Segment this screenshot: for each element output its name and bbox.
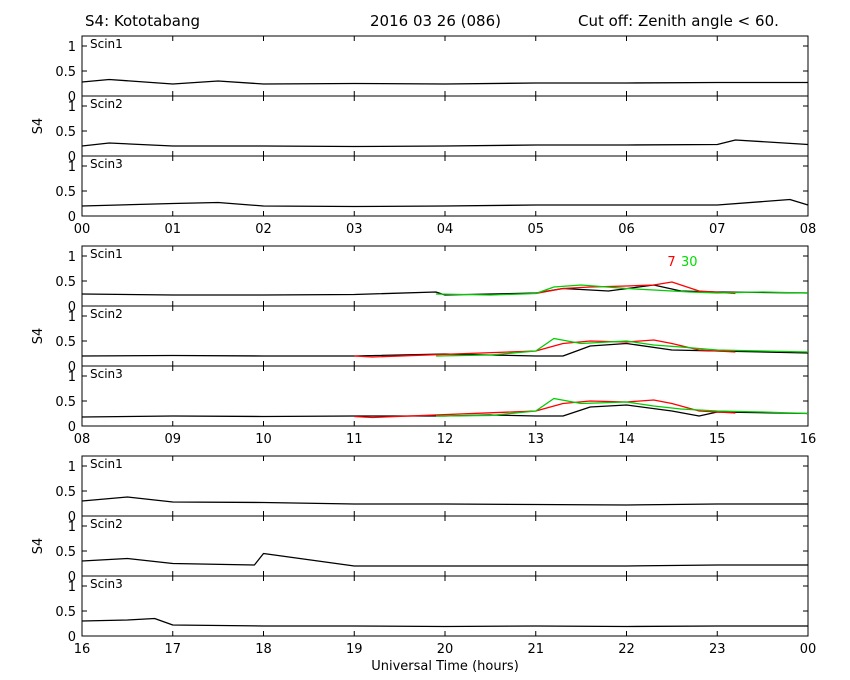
series-line — [81, 617, 808, 628]
y-tick-label: 0 — [68, 300, 76, 315]
series-line — [81, 78, 808, 85]
y-tick-label: 0.5 — [55, 485, 76, 500]
y-tick-label: 0 — [68, 570, 76, 585]
y-tick-label: 0.5 — [55, 185, 76, 200]
y-tick-label: 1 — [68, 100, 76, 115]
series-line — [354, 399, 736, 419]
x-tick-label: 12 — [437, 432, 454, 447]
y-tick-label: 0 — [68, 630, 76, 645]
x-tick-label: 17 — [164, 642, 181, 657]
x-tick-label: 05 — [527, 222, 544, 237]
panel-label: Scin2 — [90, 97, 123, 111]
x-tick-label: 08 — [800, 222, 817, 237]
series-line — [81, 552, 808, 567]
y-tick-label: 0.5 — [55, 545, 76, 560]
y-axis-label: S4 — [31, 118, 46, 135]
y-tick-label: 0 — [68, 210, 76, 225]
y-tick-label: 0.5 — [55, 335, 76, 350]
y-tick-label: 0.5 — [55, 395, 76, 410]
x-tick-label: 21 — [527, 642, 544, 657]
series-line — [81, 284, 809, 296]
y-tick-label: 1 — [68, 520, 76, 535]
x-tick-label: 20 — [437, 642, 454, 657]
y-tick-label: 1 — [68, 160, 76, 175]
series-line — [435, 284, 809, 296]
x-tick-label: 19 — [346, 642, 363, 657]
panel-frame — [81, 365, 809, 427]
y-tick-label: 0 — [68, 510, 76, 525]
series-line — [435, 397, 809, 417]
x-tick-label: 00 — [800, 642, 817, 657]
panel-frame — [81, 155, 809, 217]
y-tick-label: 1 — [68, 370, 76, 385]
station-title: S4: Kototabang — [85, 12, 201, 30]
date-title: 2016 03 26 (086) — [370, 12, 501, 30]
y-tick-label: 0 — [68, 360, 76, 375]
x-tick-label: 16 — [800, 432, 817, 447]
x-tick-label: 01 — [164, 222, 181, 237]
x-tick-label: 15 — [709, 432, 726, 447]
panel-frame — [81, 245, 809, 307]
x-tick-label: 04 — [437, 222, 454, 237]
x-tick-label: 14 — [618, 432, 635, 447]
cutoff-title: Cut off: Zenith angle < 60. — [578, 12, 779, 30]
x-tick-label: 13 — [527, 432, 544, 447]
series-line — [81, 342, 809, 357]
panel-label: Scin3 — [90, 577, 123, 591]
x-tick-label: 10 — [255, 432, 272, 447]
panel-label: Scin3 — [90, 367, 123, 381]
annotation-label: 7 — [667, 255, 675, 270]
series-line — [81, 404, 809, 418]
panel-label: Scin1 — [90, 37, 123, 51]
x-tick-label: 09 — [164, 432, 181, 447]
x-tick-label: 16 — [74, 642, 91, 657]
y-tick-label: 0 — [68, 420, 76, 435]
y-tick-label: 1 — [68, 250, 76, 265]
panel-label: Scin2 — [90, 517, 123, 531]
panel-frame — [81, 515, 809, 577]
series-line — [535, 281, 736, 295]
y-axis-label: S4 — [31, 328, 46, 345]
x-tick-label: 08 — [74, 432, 91, 447]
panel-label: Scin2 — [90, 307, 123, 321]
x-tick-label: 22 — [618, 642, 635, 657]
panel-label: Scin3 — [90, 157, 123, 171]
panel-label: Scin1 — [90, 457, 123, 471]
x-tick-label: 07 — [709, 222, 726, 237]
panel-frame — [81, 305, 809, 367]
series-line — [81, 496, 808, 506]
panel-frame — [81, 455, 809, 517]
y-tick-label: 0 — [68, 90, 76, 105]
series-line — [435, 337, 809, 357]
y-tick-label: 0.5 — [55, 125, 76, 140]
x-tick-label: 00 — [74, 222, 91, 237]
panel-frame — [81, 35, 809, 97]
x-tick-label: 06 — [618, 222, 635, 237]
y-tick-label: 0.5 — [55, 605, 76, 620]
x-tick-label: 18 — [255, 642, 272, 657]
annotation-label: 30 — [681, 255, 698, 270]
y-tick-label: 1 — [68, 310, 76, 325]
series-line — [81, 139, 809, 148]
x-axis-label: Universal Time (hours) — [371, 659, 519, 674]
y-tick-label: 1 — [68, 580, 76, 595]
x-tick-label: 02 — [255, 222, 272, 237]
panel-label: Scin1 — [90, 247, 123, 261]
y-tick-label: 1 — [68, 40, 76, 55]
y-tick-label: 1 — [68, 460, 76, 475]
y-tick-label: 0 — [68, 150, 76, 165]
x-tick-label: 11 — [346, 432, 363, 447]
y-tick-label: 0.5 — [55, 275, 76, 290]
x-tick-label: 03 — [346, 222, 363, 237]
y-axis-label: S4 — [31, 538, 46, 555]
y-tick-label: 0.5 — [55, 65, 76, 80]
x-tick-label: 23 — [709, 642, 726, 657]
panel-frame — [81, 95, 809, 157]
series-line — [81, 198, 809, 208]
